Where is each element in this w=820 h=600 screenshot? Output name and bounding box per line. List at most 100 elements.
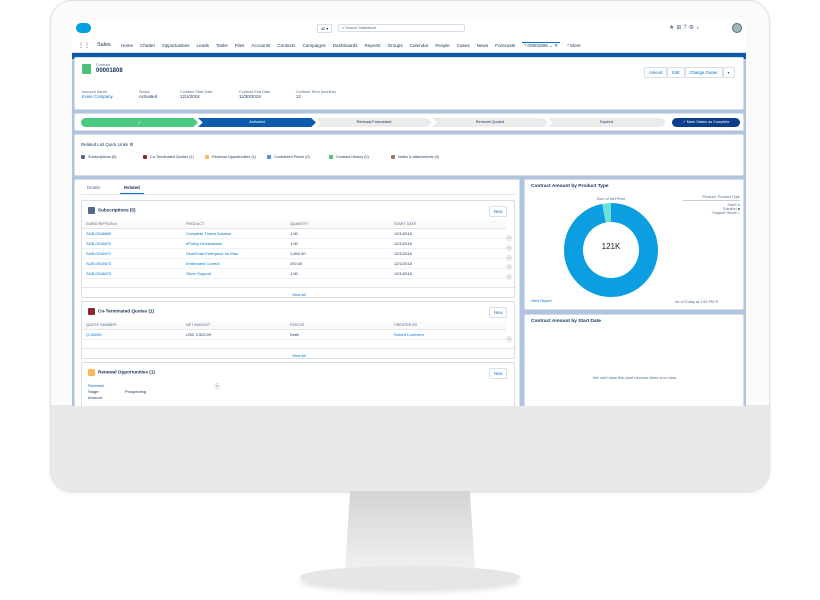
notes-icon: [391, 155, 395, 159]
nav-item[interactable]: Campaigns: [302, 42, 326, 48]
legend-item[interactable]: Solution ●: [683, 207, 740, 211]
column-header[interactable]: NET AMOUNT: [182, 321, 286, 330]
quotes-header: Co-Terminated Quotes (1): [88, 308, 154, 315]
quick-link-subscriptions[interactable]: Subscriptions (5): [81, 155, 137, 159]
legend-item[interactable]: Support Hours ●: [683, 211, 740, 215]
column-header[interactable]: QUOTE NUMBER: [82, 321, 182, 330]
donut-slice-support-hours[interactable]: [602, 203, 611, 223]
renewal-link[interactable]: Renewal: [88, 383, 104, 388]
nav-item[interactable]: Tasks: [215, 42, 228, 48]
refresh-icon[interactable]: ↻: [715, 300, 719, 304]
mark-complete-button[interactable]: ✓ Mark Status as Complete: [672, 118, 740, 127]
amend-button[interactable]: Amend: [644, 67, 668, 78]
new-subscription-button[interactable]: New: [489, 206, 508, 217]
product-link[interactable]: VirusScan Enterprise for Mac: [182, 248, 286, 259]
nav-item[interactable]: Forecasts: [495, 42, 516, 48]
settings-icon[interactable]: ⚙: [129, 142, 134, 147]
renewals-header: Renewal Opportunities (1): [88, 369, 155, 376]
row-action-dropdown[interactable]: ▾: [214, 383, 220, 389]
quick-link-quotes[interactable]: Co-Terminated Quotes (1): [143, 155, 199, 159]
quick-link-notes[interactable]: Notes & Attachments (0): [391, 155, 461, 159]
monitor-base: [300, 566, 520, 588]
tab-details[interactable]: Details: [87, 185, 101, 190]
avatar[interactable]: [732, 23, 742, 33]
net-amount: USD 3,503.09: [182, 329, 286, 340]
field-value: 12: [296, 94, 301, 99]
path-step[interactable]: Renewal Forecasted: [316, 118, 432, 127]
nav-item[interactable]: News: [476, 42, 489, 48]
quick-link-history[interactable]: Contract History (0): [329, 155, 385, 159]
quick-link-renewals[interactable]: Renewal Opportunities (1): [205, 155, 261, 159]
nav-item[interactable]: People: [435, 42, 450, 48]
active-record-tab[interactable]: * 00001808 ⌄ ✕: [522, 41, 561, 48]
help-icon[interactable]: ?: [683, 25, 689, 31]
monitor-chin: [51, 405, 769, 491]
start-date: 12/1/2018: [390, 258, 506, 269]
nav-item[interactable]: Leads: [196, 42, 209, 48]
path-step-current[interactable]: Activated: [198, 118, 316, 127]
nav-item[interactable]: Home: [120, 42, 134, 48]
row-action-dropdown[interactable]: ▾: [506, 264, 512, 271]
add-icon[interactable]: ⊞: [676, 25, 684, 31]
product-link[interactable]: Complete Threat Solution: [182, 228, 286, 239]
row-action-dropdown[interactable]: ▾: [506, 336, 512, 342]
quote-link[interactable]: Q-05265: [82, 329, 182, 340]
tab-related[interactable]: Related: [120, 185, 144, 194]
app-name: Sales: [97, 42, 111, 48]
row-action-dropdown[interactable]: ▾: [506, 254, 512, 261]
column-header[interactable]: START DATE: [390, 220, 506, 229]
nav-item[interactable]: Files: [234, 42, 245, 48]
subscriptions-view-all[interactable]: View All: [82, 287, 516, 297]
change-owner-button[interactable]: Change Owner: [684, 67, 723, 78]
actions-dropdown[interactable]: ▾: [722, 67, 735, 78]
column-header[interactable]: CREATED BY: [390, 321, 506, 330]
row-action-dropdown[interactable]: ▾: [506, 235, 512, 241]
column-header[interactable]: SUBSCRIPTION #: [82, 220, 182, 229]
subscription-link[interactable]: SUB-0016671: [82, 248, 182, 259]
account-link[interactable]: Irvine Company: [82, 94, 113, 99]
view-report-link[interactable]: View Report: [531, 299, 552, 303]
nav-item[interactable]: Groups: [387, 42, 403, 48]
created-by-link[interactable]: Robert Lorenzen: [390, 329, 506, 340]
setup-gear-icon[interactable]: ⚙: [688, 25, 697, 31]
subscription-link[interactable]: SUB-0016673: [82, 268, 182, 279]
column-header[interactable]: QUANTITY: [286, 220, 390, 229]
quick-link-prices[interactable]: Contracted Prices (0): [267, 155, 323, 159]
path-step[interactable]: Renewal Quoted: [432, 118, 548, 127]
global-header: All ▾ ⌕ Search Salesforce ★⊞?⚙♪: [72, 20, 746, 38]
nav-item[interactable]: Chatter: [140, 42, 156, 48]
legend-label: Support Hours: [712, 211, 737, 215]
nav-item[interactable]: Accounts: [251, 42, 271, 48]
product-link[interactable]: Embedded Control: [182, 258, 286, 269]
quotes-view-all[interactable]: View All: [82, 348, 516, 358]
subscription-link[interactable]: SUB-0016670: [82, 238, 182, 249]
column-header[interactable]: STATUS: [286, 321, 390, 330]
path-step[interactable]: Expired: [548, 118, 665, 127]
legend-item[interactable]: SaaS ●: [683, 203, 740, 207]
row-action-dropdown[interactable]: ▾: [506, 274, 512, 281]
product-link[interactable]: Silver Support: [182, 268, 286, 279]
favorites-icon[interactable]: ★: [669, 25, 677, 31]
new-quote-button[interactable]: New: [489, 307, 508, 318]
legend-title: Product: Product Type: [683, 195, 740, 201]
nav-item[interactable]: Dashboards: [332, 42, 358, 48]
nav-item[interactable]: Contacts: [277, 42, 296, 48]
app-launcher-icon[interactable]: ⋮⋮: [78, 42, 90, 49]
subscription-link[interactable]: SUB-0016672: [82, 258, 182, 269]
row-action-dropdown[interactable]: ▾: [506, 244, 512, 251]
edit-button[interactable]: Edit: [667, 67, 685, 78]
nav-item[interactable]: Opportunities: [162, 42, 190, 48]
nav-item[interactable]: Calendar: [409, 42, 429, 48]
search-scope[interactable]: All ▾: [317, 24, 333, 33]
new-renewal-button[interactable]: New: [489, 368, 508, 379]
notification-bell-icon[interactable]: ♪: [696, 25, 702, 31]
product-link[interactable]: ePolicy Orchestrator: [182, 238, 286, 249]
column-header[interactable]: PRODUCT: [182, 220, 286, 229]
nav-item[interactable]: Reports: [364, 42, 381, 48]
more-menu[interactable]: * More: [567, 42, 581, 48]
subscription-link[interactable]: SUB-0016669: [82, 228, 182, 239]
nav-item[interactable]: Cases: [456, 42, 470, 48]
search-input[interactable]: ⌕ Search Salesforce: [338, 24, 465, 32]
path-step-complete[interactable]: ✓: [81, 118, 198, 127]
donut-slice-saas[interactable]: [564, 203, 658, 297]
